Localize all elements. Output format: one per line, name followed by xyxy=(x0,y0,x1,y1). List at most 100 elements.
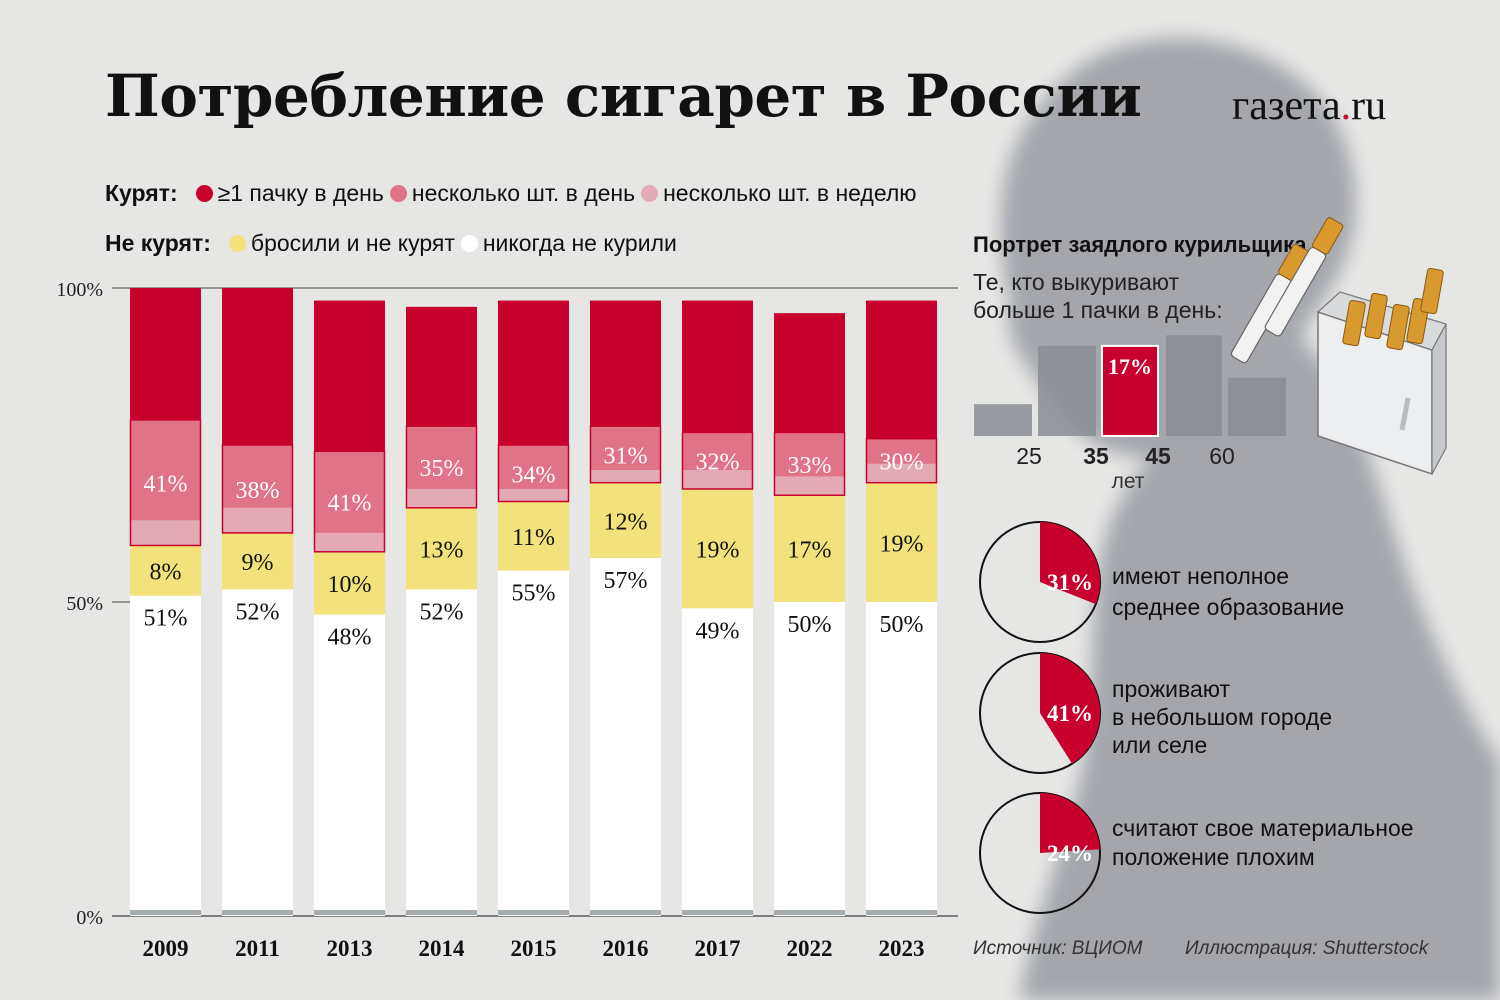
x-tick-label: 2016 xyxy=(603,936,649,961)
bar-segment xyxy=(866,300,937,439)
legend-item-never: никогда не курили xyxy=(482,230,677,256)
bar-segment xyxy=(866,463,937,483)
bar-segment xyxy=(498,570,569,916)
x-tick-label: 2017 xyxy=(695,936,741,961)
legend-swatch-weekly xyxy=(641,185,659,202)
pack-shine xyxy=(1399,397,1411,431)
x-tick-label: 2009 xyxy=(143,936,189,961)
data-label-moderate: 35% xyxy=(420,456,464,482)
bar-segment xyxy=(130,545,201,596)
bar-segment xyxy=(222,445,293,508)
bar-segment xyxy=(866,602,937,916)
bar-2009: 51% 8% 41% 2009 xyxy=(129,288,202,961)
bar-segment xyxy=(498,445,569,489)
bar-segment xyxy=(774,432,845,477)
x-tick-label: 2011 xyxy=(235,936,280,961)
bar-segment xyxy=(590,300,661,427)
bar-segment xyxy=(406,426,477,489)
bar-base xyxy=(498,910,569,915)
x-tick-label: 2014 xyxy=(419,936,466,961)
data-label-quit: 12% xyxy=(604,509,648,535)
legend-smokers: Курят: ≥1 пачку в день несколько шт. в д… xyxy=(105,180,917,207)
bar-segment xyxy=(682,432,753,471)
portrait-subtitle-1: Те, кто выкуривают xyxy=(973,269,1180,295)
data-label-never: 52% xyxy=(236,599,280,625)
legend-swatch-never xyxy=(460,235,478,252)
y-tick-label: 100% xyxy=(56,279,103,301)
bar-segment xyxy=(130,288,201,420)
bar-segment xyxy=(590,470,661,483)
illustration-credit: Иллюстрация: Shutterstock xyxy=(1185,938,1429,959)
data-label-quit: 10% xyxy=(328,572,372,598)
cigarettes-icon xyxy=(1230,217,1344,364)
bar-segment xyxy=(406,589,477,916)
data-label-moderate: 33% xyxy=(788,453,832,479)
age-bar xyxy=(1101,344,1159,437)
pie-fact-text: проживают xyxy=(1112,676,1231,702)
bar-2011: 52% 9% 38% 2011 xyxy=(221,288,294,961)
age-bar xyxy=(1228,377,1286,436)
bar-segment xyxy=(774,476,845,496)
age-bar xyxy=(974,404,1032,436)
moderate-outline xyxy=(405,425,478,509)
page-title: Потребление сигарет в России xyxy=(105,62,1142,130)
data-label-never: 52% xyxy=(420,599,464,625)
bar-segment xyxy=(222,507,293,533)
bar-segment xyxy=(314,614,385,916)
bar-segment xyxy=(682,488,753,609)
pie-slice xyxy=(1040,653,1101,764)
bar-segment xyxy=(498,300,569,445)
bar-segment xyxy=(314,532,385,552)
bar-segment xyxy=(866,482,937,602)
pie-slice xyxy=(1040,522,1101,605)
pie-fact-text: имеют неполное xyxy=(1112,563,1289,589)
data-label-quit: 11% xyxy=(512,525,555,551)
pie-fact: 31% имеют неполное среднее образование xyxy=(979,521,1344,643)
legend-item-daily: несколько шт. в день xyxy=(411,180,636,206)
portrait-subtitle-2: больше 1 пачки в день: xyxy=(973,297,1223,323)
bar-segment xyxy=(222,589,293,916)
bar-segment xyxy=(682,470,753,489)
bar-base xyxy=(406,910,477,915)
pack-cigarette xyxy=(1386,303,1410,351)
bar-segment xyxy=(314,451,385,533)
data-label-moderate: 41% xyxy=(328,491,372,517)
pie-fact-text: положение плохим xyxy=(1112,844,1315,870)
y-tick-label: 0% xyxy=(76,907,103,929)
bar-segment xyxy=(222,532,293,590)
data-label-never: 50% xyxy=(880,612,924,638)
age-bar xyxy=(1038,345,1096,436)
moderate-outline xyxy=(865,437,938,484)
cigarette-pack-icon xyxy=(1316,267,1447,476)
data-label-moderate: 38% xyxy=(236,478,280,504)
moderate-outline xyxy=(497,444,570,503)
legend-swatch-daily xyxy=(389,185,407,202)
bar-segment xyxy=(590,482,661,559)
bar-base xyxy=(682,910,753,915)
pie-fact-text: в небольшом городе xyxy=(1112,704,1332,730)
legend-item-pack: ≥1 пачку в день xyxy=(217,180,384,206)
data-label-quit: 19% xyxy=(696,538,740,564)
age-tick-label: 25 xyxy=(1016,443,1042,469)
bar-segment xyxy=(682,300,753,433)
bar-base xyxy=(130,910,201,915)
moderate-outline xyxy=(773,431,846,496)
moderate-outline xyxy=(221,444,294,534)
x-tick-label: 2015 xyxy=(511,936,557,961)
pie-slice xyxy=(1040,793,1100,853)
data-label-never: 57% xyxy=(604,568,648,594)
data-label-moderate: 30% xyxy=(880,450,924,476)
age-bar xyxy=(1166,335,1222,436)
data-label-moderate: 34% xyxy=(512,462,556,488)
age-tick-label: 45 xyxy=(1145,443,1171,469)
bar-2013: 48% 10% 41% 2013 xyxy=(313,300,386,961)
data-label-quit: 13% xyxy=(420,538,464,564)
data-label-moderate: 41% xyxy=(144,472,188,498)
pack-side xyxy=(1431,323,1447,475)
bar-segment xyxy=(130,520,201,546)
bar-segment xyxy=(406,488,477,508)
pie-value-label: 41% xyxy=(1047,701,1093,726)
bar-segment xyxy=(774,602,845,916)
